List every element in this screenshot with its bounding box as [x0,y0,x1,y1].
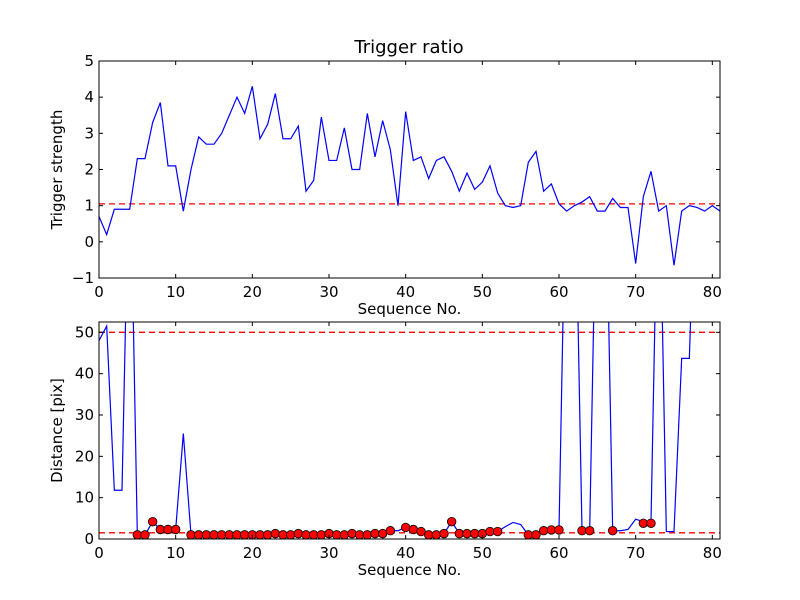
data-point [140,530,150,539]
x-tick-label: 30 [319,544,338,562]
data-point [607,526,618,536]
x-tick-label: 0 [94,283,104,301]
data-point [293,528,304,539]
data-point [385,526,396,536]
y-axis-label: Distance [pix] [48,378,66,483]
data-point [400,522,411,533]
data-point [408,524,419,535]
x-tick-label: 70 [626,283,645,301]
y-axis-label: Trigger strength [48,110,66,231]
data-point [347,528,357,539]
data-point [439,528,449,539]
data-point [431,530,442,539]
x-axis-label: Sequence No. [358,561,462,579]
x-tick-label: 10 [166,283,185,301]
y-tick-label: 0 [84,530,94,548]
x-tick-label: 20 [243,283,262,301]
x-tick-label: 80 [703,283,722,301]
y-tick-label: 5 [84,52,94,70]
x-tick-label: 50 [473,544,492,562]
y-tick-label: 0 [84,233,94,251]
x-tick-label: 40 [396,544,415,562]
y-tick-label: 10 [75,489,94,507]
x-tick-label: 40 [396,283,415,301]
data-point [285,530,296,539]
bottom-axes: 0 10 20 30 40 50 60 70 80 0 10 20 30 40 50 Sequence No.… [48,321,722,579]
data-point [270,528,281,539]
x-tick-label: 30 [319,283,338,301]
data-point [262,530,273,539]
data-point [362,530,373,539]
data-point [492,526,503,537]
x-tick-label: 60 [549,544,568,562]
data-point [147,516,158,527]
x-axis-label: Sequence No. [358,300,462,318]
y-tick-label: 4 [84,88,94,106]
data-point [646,518,656,528]
x-tick-label: 80 [703,544,722,562]
data-point [170,524,181,535]
y-tick-label: 3 [84,124,94,142]
x-tick-label: 20 [243,544,262,562]
data-point [446,516,457,527]
y-tick-label: 40 [75,365,94,383]
x-tick-label: 10 [166,544,185,562]
data-point [538,526,549,536]
y-tick-label: −1 [72,269,94,287]
data-point [531,530,541,539]
plot-area [99,86,720,266]
data-point [316,530,327,539]
data-point [416,526,426,537]
x-tick-label: 50 [473,283,492,301]
data-point [554,525,564,535]
data-point [584,526,595,536]
x-tick-label: 0 [94,544,104,562]
x-tick-label: 70 [626,544,645,562]
plot-area [99,322,720,539]
chart-title: Trigger ratio [353,37,463,58]
y-tick-label: 50 [75,323,94,341]
series-line [99,86,720,266]
data-point [339,530,350,539]
y-tick-label: 2 [84,161,94,179]
y-tick-label: 20 [75,447,94,465]
axes-frame [98,321,721,540]
y-tick-label: 1 [84,197,94,215]
x-tick-label: 60 [549,283,568,301]
y-tick-label: 30 [75,406,94,424]
